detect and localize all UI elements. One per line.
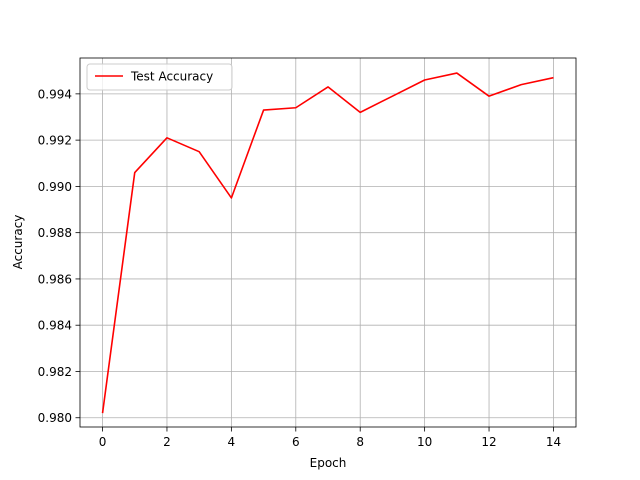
legend: Test Accuracy bbox=[86, 63, 233, 91]
y-tick-label: 0.982 bbox=[38, 365, 72, 379]
legend-box bbox=[86, 63, 233, 91]
grid bbox=[80, 58, 576, 427]
x-tick-label: 0 bbox=[99, 435, 107, 449]
x-tick-label: 2 bbox=[163, 435, 171, 449]
x-tick-label: 6 bbox=[292, 435, 300, 449]
y-tick-label: 0.994 bbox=[38, 87, 72, 101]
x-tick-label: 4 bbox=[228, 435, 236, 449]
y-tick-label: 0.984 bbox=[38, 319, 72, 333]
plot-frame bbox=[79, 57, 577, 428]
x-axis-ticks: 0 2 4 6 8 10 12 14 bbox=[99, 427, 561, 449]
y-tick-label: 0.992 bbox=[38, 134, 72, 148]
y-axis-label: Accuracy bbox=[11, 215, 25, 270]
legend-label-test-accuracy: Test Accuracy bbox=[130, 70, 213, 84]
y-tick-label: 0.990 bbox=[38, 180, 72, 194]
x-tick-label: 12 bbox=[481, 435, 496, 449]
y-axis-ticks: 0.980 0.982 0.984 0.986 0.988 0.990 0.992 0.994 bbox=[38, 87, 80, 425]
y-tick-label: 0.988 bbox=[38, 226, 72, 240]
y-tick-label: 0.986 bbox=[38, 272, 72, 286]
series-line-test-accuracy bbox=[101, 72, 554, 414]
x-tick-label: 8 bbox=[356, 435, 364, 449]
x-tick-label: 10 bbox=[417, 435, 432, 449]
y-tick-label: 0.980 bbox=[38, 411, 72, 425]
x-axis-label: Epoch bbox=[310, 456, 347, 470]
x-tick-label: 14 bbox=[546, 435, 561, 449]
series-group bbox=[101, 72, 554, 414]
